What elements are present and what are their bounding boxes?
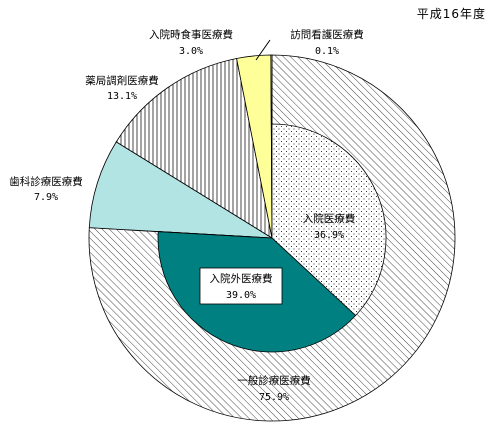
value-dental: 7.9% <box>34 192 58 203</box>
outer-ring-slice-4 <box>270 54 273 239</box>
outpatient-label-box <box>199 267 283 305</box>
label-general: 一般診療医療費 <box>237 374 311 387</box>
value-meals: 3.0% <box>179 46 203 57</box>
outer-ring-slice-2 <box>115 57 273 239</box>
value-outpatient: 39.0% <box>226 290 256 301</box>
value-general: 75.9% <box>259 392 289 403</box>
inner-ring-slice-0 <box>271 123 387 317</box>
year-label: 平成16年度 <box>417 6 486 21</box>
label-home-nursing: 訪問看護医療費 <box>290 28 364 41</box>
value-inpatient: 36.9% <box>314 230 344 241</box>
leader-line-home-nursing <box>255 39 271 61</box>
outer-ring <box>88 54 456 422</box>
label-dental: 歯科診療医療費 <box>9 175 83 188</box>
label-outpatient: 入院外医療費 <box>210 272 273 285</box>
value-pharmacy: 13.1% <box>107 91 137 102</box>
value-home-nursing: 0.1% <box>315 46 339 57</box>
label-pharmacy: 薬局調剤医療費 <box>85 74 159 87</box>
label-inpatient: 入院医療費 <box>303 212 356 225</box>
inner-ring-boundary <box>158 231 273 239</box>
label-meals: 入院時食事医療費 <box>149 28 233 41</box>
outer-ring-slice-1 <box>88 141 273 239</box>
outer-ring-slice-0 <box>88 54 456 422</box>
